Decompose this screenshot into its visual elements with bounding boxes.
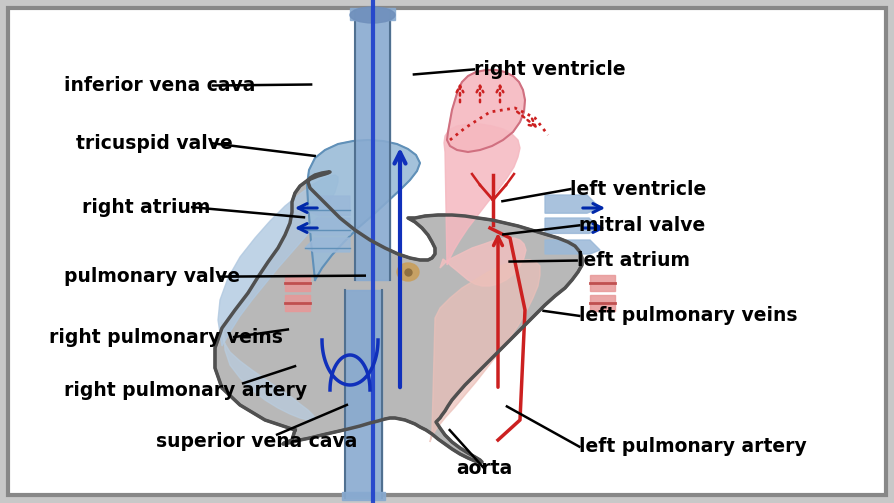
- Polygon shape: [215, 172, 582, 462]
- Text: left pulmonary veins: left pulmonary veins: [579, 306, 797, 325]
- Polygon shape: [305, 238, 350, 252]
- Polygon shape: [545, 240, 600, 254]
- Polygon shape: [590, 275, 615, 291]
- Text: left ventricle: left ventricle: [570, 180, 706, 199]
- Text: superior vena cava: superior vena cava: [156, 432, 358, 451]
- Text: left atrium: left atrium: [577, 251, 689, 270]
- Polygon shape: [590, 295, 615, 311]
- FancyBboxPatch shape: [8, 8, 886, 495]
- Polygon shape: [350, 8, 395, 20]
- Polygon shape: [345, 290, 382, 498]
- Ellipse shape: [350, 7, 395, 23]
- Polygon shape: [447, 70, 525, 152]
- Text: right pulmonary artery: right pulmonary artery: [64, 381, 308, 400]
- Polygon shape: [545, 218, 600, 233]
- Polygon shape: [342, 492, 385, 500]
- Polygon shape: [305, 196, 350, 216]
- Polygon shape: [305, 218, 350, 235]
- Polygon shape: [222, 322, 315, 420]
- Text: right ventricle: right ventricle: [474, 60, 626, 79]
- Text: right pulmonary veins: right pulmonary veins: [49, 327, 283, 347]
- Text: tricuspid valve: tricuspid valve: [76, 134, 232, 153]
- Text: pulmonary valve: pulmonary valve: [64, 267, 240, 286]
- Polygon shape: [307, 140, 420, 280]
- Ellipse shape: [397, 263, 419, 281]
- Text: right atrium: right atrium: [82, 198, 211, 217]
- Polygon shape: [285, 295, 310, 311]
- Polygon shape: [355, 10, 390, 280]
- Polygon shape: [440, 238, 526, 286]
- Polygon shape: [218, 175, 338, 346]
- Polygon shape: [430, 260, 540, 442]
- Polygon shape: [545, 195, 600, 213]
- Polygon shape: [285, 275, 310, 291]
- Text: inferior vena cava: inferior vena cava: [64, 76, 256, 95]
- Text: aorta: aorta: [457, 459, 512, 478]
- Text: left pulmonary artery: left pulmonary artery: [579, 437, 807, 456]
- Text: mitral valve: mitral valve: [579, 216, 705, 235]
- Polygon shape: [444, 124, 520, 265]
